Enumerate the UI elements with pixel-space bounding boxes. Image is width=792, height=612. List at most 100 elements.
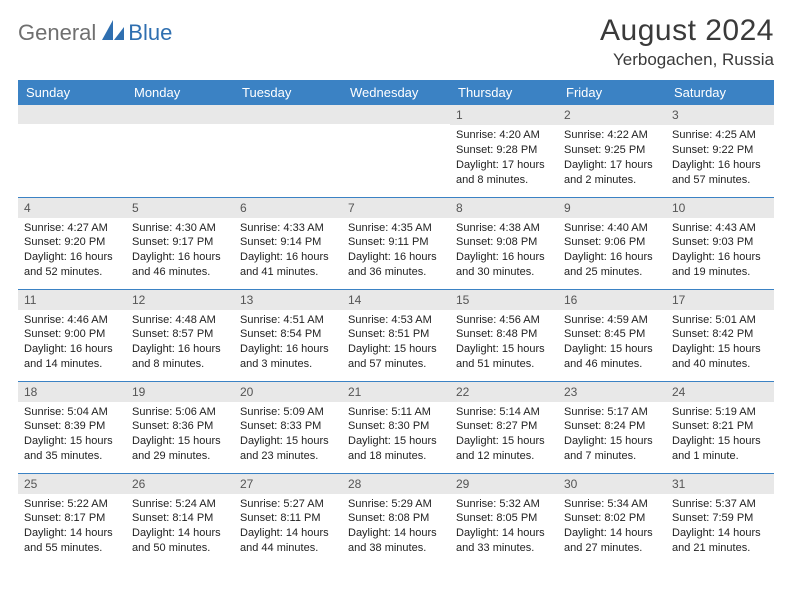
weekday-row: Sunday Monday Tuesday Wednesday Thursday… xyxy=(18,80,774,105)
day2-text: and 40 minutes. xyxy=(672,357,768,372)
day-cell: 22Sunrise: 5:14 AMSunset: 8:27 PMDayligh… xyxy=(450,381,558,473)
day-cell: 16Sunrise: 4:59 AMSunset: 8:45 PMDayligh… xyxy=(558,289,666,381)
day2-text: and 8 minutes. xyxy=(132,357,228,372)
day-body: Sunrise: 4:25 AMSunset: 9:22 PMDaylight:… xyxy=(666,125,774,189)
day-body: Sunrise: 5:06 AMSunset: 8:36 PMDaylight:… xyxy=(126,402,234,466)
day-number: 13 xyxy=(234,290,342,310)
sunrise-text: Sunrise: 5:29 AM xyxy=(348,497,444,512)
day-body: Sunrise: 5:14 AMSunset: 8:27 PMDaylight:… xyxy=(450,402,558,466)
brand-logo: General Blue xyxy=(18,14,172,46)
weekday-header: Wednesday xyxy=(342,80,450,105)
sunset-text: Sunset: 9:00 PM xyxy=(24,327,120,342)
sunrise-text: Sunrise: 5:06 AM xyxy=(132,405,228,420)
day2-text: and 46 minutes. xyxy=(564,357,660,372)
weekday-header: Tuesday xyxy=(234,80,342,105)
day-number: 12 xyxy=(126,290,234,310)
day-number: 8 xyxy=(450,198,558,218)
day-number: 22 xyxy=(450,382,558,402)
day-number: 5 xyxy=(126,198,234,218)
day-number: 3 xyxy=(666,105,774,125)
sunrise-text: Sunrise: 4:27 AM xyxy=(24,221,120,236)
week-row: 11Sunrise: 4:46 AMSunset: 9:00 PMDayligh… xyxy=(18,289,774,381)
day2-text: and 29 minutes. xyxy=(132,449,228,464)
day2-text: and 44 minutes. xyxy=(240,541,336,556)
day2-text: and 30 minutes. xyxy=(456,265,552,280)
day-body: Sunrise: 4:27 AMSunset: 9:20 PMDaylight:… xyxy=(18,218,126,282)
day-cell: 9Sunrise: 4:40 AMSunset: 9:06 PMDaylight… xyxy=(558,197,666,289)
day1-text: Daylight: 15 hours xyxy=(348,342,444,357)
day2-text: and 25 minutes. xyxy=(564,265,660,280)
sunset-text: Sunset: 9:11 PM xyxy=(348,235,444,250)
day-cell xyxy=(234,105,342,197)
day-body xyxy=(18,124,126,129)
day-number: 10 xyxy=(666,198,774,218)
sunset-text: Sunset: 8:54 PM xyxy=(240,327,336,342)
sunset-text: Sunset: 8:27 PM xyxy=(456,419,552,434)
weekday-header: Saturday xyxy=(666,80,774,105)
sunset-text: Sunset: 9:03 PM xyxy=(672,235,768,250)
day1-text: Daylight: 16 hours xyxy=(672,158,768,173)
month-title: August 2024 xyxy=(600,14,774,48)
sunrise-text: Sunrise: 5:27 AM xyxy=(240,497,336,512)
sunset-text: Sunset: 8:08 PM xyxy=(348,511,444,526)
day-body: Sunrise: 4:51 AMSunset: 8:54 PMDaylight:… xyxy=(234,310,342,374)
day-body: Sunrise: 4:38 AMSunset: 9:08 PMDaylight:… xyxy=(450,218,558,282)
day-number xyxy=(18,105,126,124)
day-number: 26 xyxy=(126,474,234,494)
day2-text: and 35 minutes. xyxy=(24,449,120,464)
day2-text: and 57 minutes. xyxy=(348,357,444,372)
sunrise-text: Sunrise: 5:04 AM xyxy=(24,405,120,420)
sunrise-text: Sunrise: 4:30 AM xyxy=(132,221,228,236)
day-body: Sunrise: 5:22 AMSunset: 8:17 PMDaylight:… xyxy=(18,494,126,558)
day-body: Sunrise: 4:20 AMSunset: 9:28 PMDaylight:… xyxy=(450,125,558,189)
day-number: 4 xyxy=(18,198,126,218)
day-cell: 13Sunrise: 4:51 AMSunset: 8:54 PMDayligh… xyxy=(234,289,342,381)
sunset-text: Sunset: 8:48 PM xyxy=(456,327,552,342)
day1-text: Daylight: 15 hours xyxy=(240,434,336,449)
day1-text: Daylight: 16 hours xyxy=(240,342,336,357)
day-cell: 23Sunrise: 5:17 AMSunset: 8:24 PMDayligh… xyxy=(558,381,666,473)
sunrise-text: Sunrise: 5:34 AM xyxy=(564,497,660,512)
day1-text: Daylight: 15 hours xyxy=(24,434,120,449)
day2-text: and 52 minutes. xyxy=(24,265,120,280)
day2-text: and 7 minutes. xyxy=(564,449,660,464)
weekday-header: Friday xyxy=(558,80,666,105)
day-body: Sunrise: 5:34 AMSunset: 8:02 PMDaylight:… xyxy=(558,494,666,558)
sunset-text: Sunset: 8:21 PM xyxy=(672,419,768,434)
day1-text: Daylight: 15 hours xyxy=(456,434,552,449)
day-number: 30 xyxy=(558,474,666,494)
day-cell: 8Sunrise: 4:38 AMSunset: 9:08 PMDaylight… xyxy=(450,197,558,289)
day-body: Sunrise: 5:04 AMSunset: 8:39 PMDaylight:… xyxy=(18,402,126,466)
day-cell: 6Sunrise: 4:33 AMSunset: 9:14 PMDaylight… xyxy=(234,197,342,289)
sunset-text: Sunset: 9:06 PM xyxy=(564,235,660,250)
day-number xyxy=(126,105,234,124)
day-body: Sunrise: 4:40 AMSunset: 9:06 PMDaylight:… xyxy=(558,218,666,282)
day-body: Sunrise: 4:33 AMSunset: 9:14 PMDaylight:… xyxy=(234,218,342,282)
day-cell: 15Sunrise: 4:56 AMSunset: 8:48 PMDayligh… xyxy=(450,289,558,381)
sunset-text: Sunset: 9:28 PM xyxy=(456,143,552,158)
day2-text: and 18 minutes. xyxy=(348,449,444,464)
day-cell: 19Sunrise: 5:06 AMSunset: 8:36 PMDayligh… xyxy=(126,381,234,473)
sunrise-text: Sunrise: 4:43 AM xyxy=(672,221,768,236)
day2-text: and 21 minutes. xyxy=(672,541,768,556)
day2-text: and 41 minutes. xyxy=(240,265,336,280)
day-cell: 5Sunrise: 4:30 AMSunset: 9:17 PMDaylight… xyxy=(126,197,234,289)
sunset-text: Sunset: 8:17 PM xyxy=(24,511,120,526)
day2-text: and 33 minutes. xyxy=(456,541,552,556)
day2-text: and 46 minutes. xyxy=(132,265,228,280)
day-number: 7 xyxy=(342,198,450,218)
sunrise-text: Sunrise: 5:09 AM xyxy=(240,405,336,420)
title-block: August 2024 Yerbogachen, Russia xyxy=(600,14,774,70)
sunset-text: Sunset: 9:08 PM xyxy=(456,235,552,250)
day-number: 23 xyxy=(558,382,666,402)
day1-text: Daylight: 16 hours xyxy=(132,250,228,265)
day-cell: 18Sunrise: 5:04 AMSunset: 8:39 PMDayligh… xyxy=(18,381,126,473)
day2-text: and 38 minutes. xyxy=(348,541,444,556)
day-cell xyxy=(342,105,450,197)
sunrise-text: Sunrise: 4:35 AM xyxy=(348,221,444,236)
day-number: 24 xyxy=(666,382,774,402)
day2-text: and 8 minutes. xyxy=(456,173,552,188)
week-row: 4Sunrise: 4:27 AMSunset: 9:20 PMDaylight… xyxy=(18,197,774,289)
day-number: 25 xyxy=(18,474,126,494)
day-number: 21 xyxy=(342,382,450,402)
